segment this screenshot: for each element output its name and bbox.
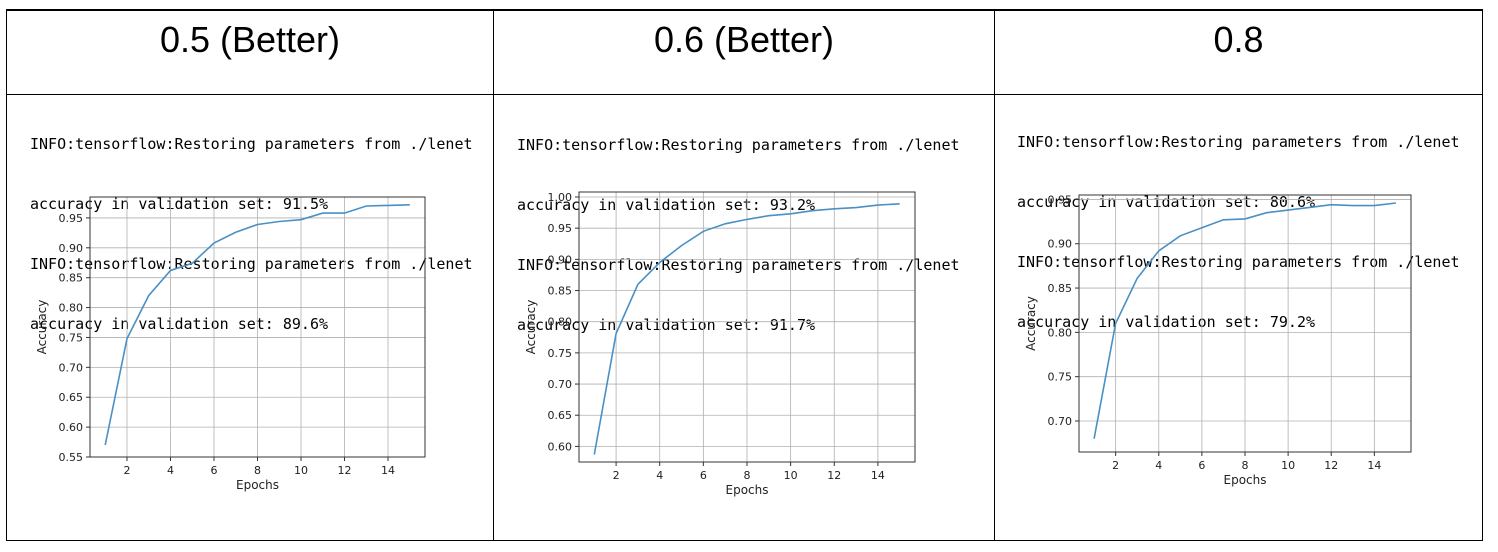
y-axis-label: Accuracy xyxy=(1024,296,1038,351)
y-tick-label: 0.90 xyxy=(59,242,84,255)
log-line: accuracy in validation set: 93.2% xyxy=(517,196,816,214)
y-tick-label: 0.75 xyxy=(1048,371,1073,384)
y-tick-label: 0.65 xyxy=(59,391,84,404)
accuracy-series-line xyxy=(593,203,900,455)
x-tick-label: 14 xyxy=(381,464,395,477)
x-tick-label: 12 xyxy=(1324,459,1338,472)
y-tick-label: 0.60 xyxy=(548,440,573,453)
x-tick-label: 12 xyxy=(827,469,841,482)
y-tick-label: 0.65 xyxy=(548,409,573,422)
x-tick-label: 4 xyxy=(1155,459,1162,472)
x-tick-label: 6 xyxy=(700,469,707,482)
x-axis-label: Epochs xyxy=(1224,473,1267,487)
log-block-3: INFO:tensorflow:Restoring parameters fro… xyxy=(1017,92,1460,352)
y-tick-label: 0.95 xyxy=(548,222,573,235)
y-tick-label: 0.80 xyxy=(1048,326,1073,339)
log-line: INFO:tensorflow:Restoring parameters fro… xyxy=(1017,133,1460,151)
log-line: accuracy in validation set: 91.5% xyxy=(30,195,329,213)
table-border-col2 xyxy=(994,9,995,541)
y-tick-label: 0.55 xyxy=(59,451,84,464)
x-tick-label: 2 xyxy=(123,464,130,477)
x-tick-label: 14 xyxy=(871,469,885,482)
column-header-2: 0.6 (Better) xyxy=(653,19,835,60)
log-line: INFO:tensorflow:Restoring parameters fro… xyxy=(30,135,473,153)
log-line: accuracy in validation set: 80.6% xyxy=(1017,193,1316,211)
table-border-right xyxy=(1482,9,1483,541)
y-tick-label: 0.70 xyxy=(59,361,84,374)
plot-frame xyxy=(578,191,916,463)
y-tick-label: 0.85 xyxy=(1048,282,1073,295)
x-tick-label: 10 xyxy=(1281,459,1295,472)
table-border-top xyxy=(6,9,1483,11)
plot-frame xyxy=(1078,194,1412,453)
accuracy-series-line xyxy=(1093,202,1396,439)
y-tick-label: 0.75 xyxy=(59,331,84,344)
y-tick-label: 0.90 xyxy=(548,253,573,266)
table-border-col1 xyxy=(493,9,494,541)
column-header-1: 0.5 (Better) xyxy=(159,19,341,60)
log-block-1: INFO:tensorflow:Restoring parameters fro… xyxy=(30,94,473,354)
x-tick-label: 6 xyxy=(1198,459,1205,472)
y-tick-label: 0.60 xyxy=(59,421,84,434)
x-tick-label: 4 xyxy=(656,469,663,482)
x-tick-label: 8 xyxy=(744,469,751,482)
x-tick-label: 4 xyxy=(167,464,174,477)
y-tick-label: 0.95 xyxy=(1048,193,1073,206)
y-tick-label: 0.85 xyxy=(548,285,573,298)
x-tick-label: 2 xyxy=(613,469,620,482)
table-border-header-divider xyxy=(6,94,1483,95)
plot-frame xyxy=(89,196,426,458)
log-line: accuracy in validation set: 89.6% xyxy=(30,315,329,333)
log-line: accuracy in validation set: 91.7% xyxy=(517,316,816,334)
y-tick-label: 0.80 xyxy=(59,302,84,315)
y-tick-label: 0.70 xyxy=(548,378,573,391)
x-tick-label: 8 xyxy=(254,464,261,477)
x-tick-label: 12 xyxy=(338,464,352,477)
y-tick-label: 0.80 xyxy=(548,316,573,329)
table-border-bottom xyxy=(6,540,1483,541)
table-border-left xyxy=(6,9,7,541)
y-tick-label: 1.00 xyxy=(548,191,573,204)
x-axis-label: Epochs xyxy=(236,478,279,492)
x-tick-label: 14 xyxy=(1367,459,1381,472)
log-line: INFO:tensorflow:Restoring parameters fro… xyxy=(517,136,960,154)
x-tick-label: 6 xyxy=(210,464,217,477)
log-block-2: INFO:tensorflow:Restoring parameters fro… xyxy=(517,95,960,355)
x-axis-label: Epochs xyxy=(726,483,769,497)
y-tick-label: 0.90 xyxy=(1048,238,1073,251)
y-tick-label: 0.85 xyxy=(59,272,84,285)
y-axis-label: Accuracy xyxy=(35,300,49,355)
x-tick-label: 10 xyxy=(784,469,798,482)
y-tick-label: 0.75 xyxy=(548,347,573,360)
x-tick-label: 8 xyxy=(1242,459,1249,472)
column-header-3: 0.8 xyxy=(1213,19,1264,60)
y-tick-label: 0.95 xyxy=(59,212,84,225)
x-tick-label: 2 xyxy=(1112,459,1119,472)
log-line: accuracy in validation set: 79.2% xyxy=(1017,313,1316,331)
x-tick-label: 10 xyxy=(294,464,308,477)
y-axis-label: Accuracy xyxy=(524,300,538,355)
y-tick-label: 0.70 xyxy=(1048,415,1073,428)
log-line: INFO:tensorflow:Restoring parameters fro… xyxy=(1017,253,1460,271)
